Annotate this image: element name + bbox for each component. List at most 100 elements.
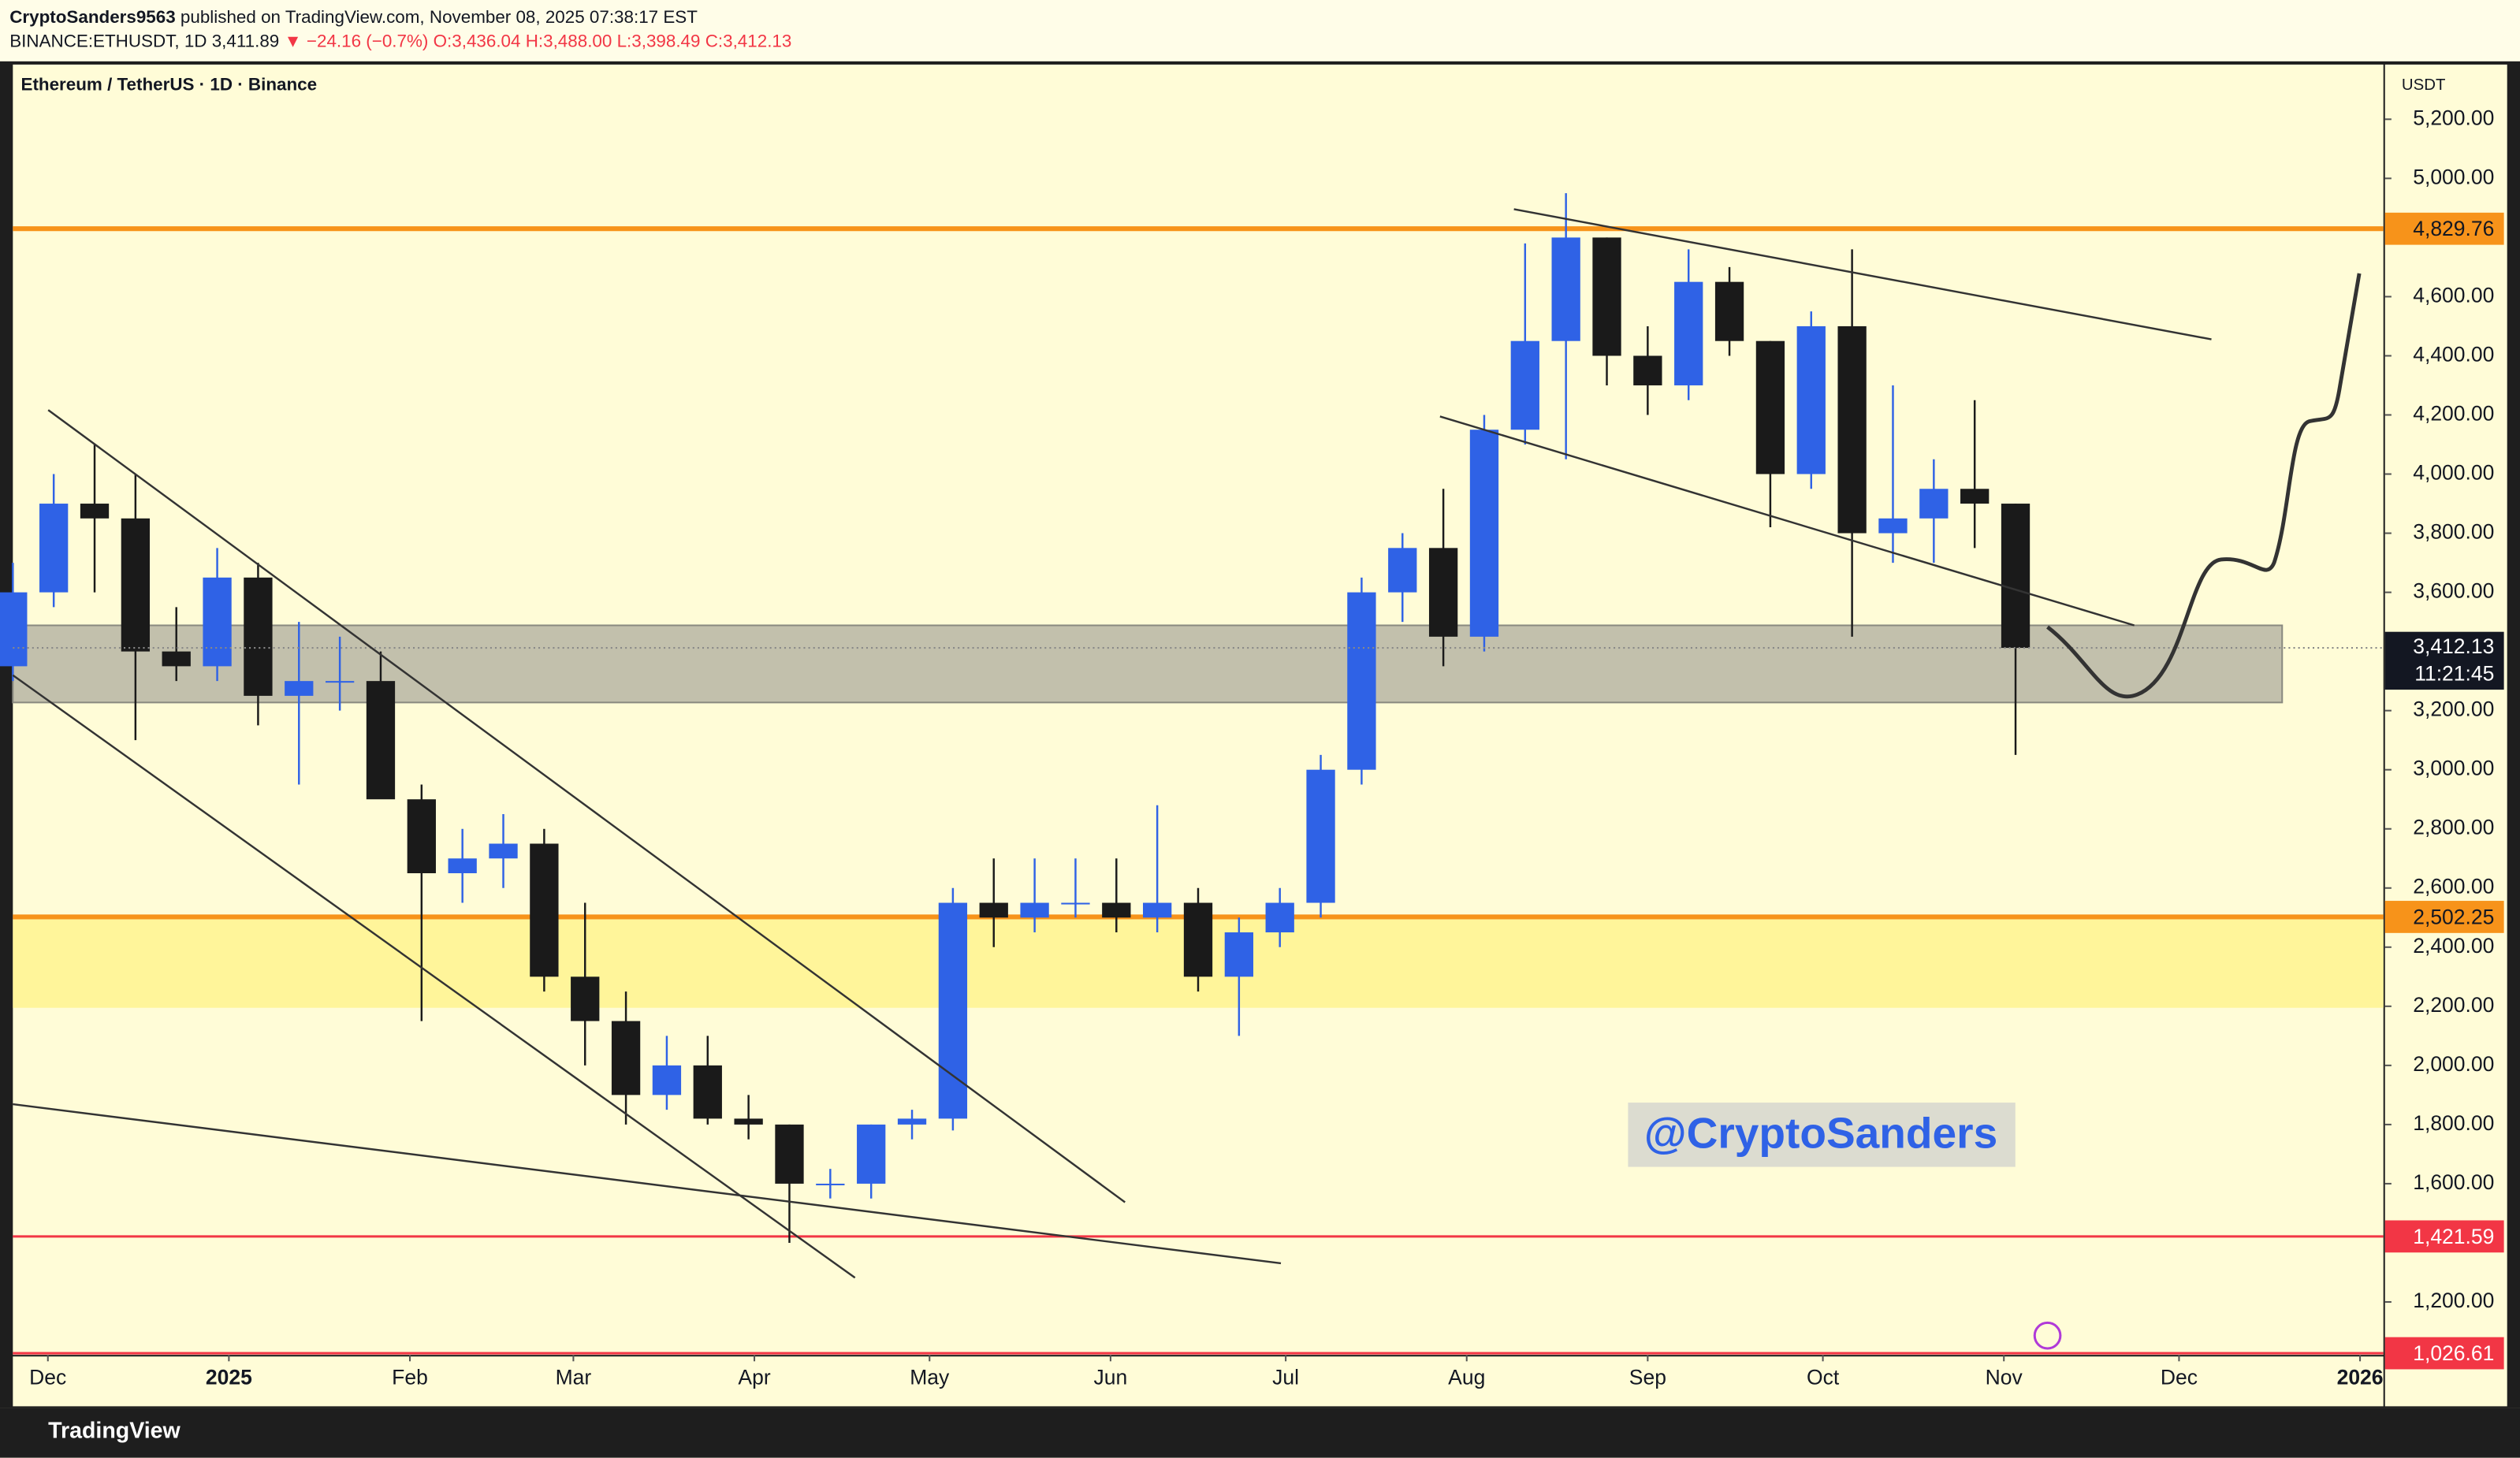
y-tick-label: 3,200.00 — [2413, 697, 2494, 721]
x-tick-label: Jul — [1272, 1366, 1299, 1389]
level-label: 4,829.76 — [2413, 217, 2494, 240]
trend-line — [12, 674, 856, 1279]
y-tick-label: 4,000.00 — [2413, 461, 2494, 485]
last-price-label: 3,412.13 — [2413, 634, 2494, 658]
level-label: 1,421.59 — [2413, 1225, 2494, 1248]
candle-body — [1428, 548, 1458, 637]
y-tick-label: 3,000.00 — [2413, 757, 2494, 780]
candle-body — [1919, 489, 1949, 519]
y-tick-label: 1,200.00 — [2413, 1289, 2494, 1312]
y-tick-label: 3,800.00 — [2413, 520, 2494, 544]
y-tick-label: 2,400.00 — [2413, 934, 2494, 958]
candle-body — [1592, 237, 1621, 356]
x-tick-label: Dec — [29, 1366, 66, 1389]
candle-body — [775, 1124, 804, 1184]
candle-body — [285, 681, 314, 696]
candle-body — [1551, 237, 1580, 341]
candle-body — [1102, 902, 1131, 918]
x-tick-label: Dec — [2161, 1366, 2198, 1389]
candle-body — [1837, 325, 1867, 534]
candle-body — [407, 799, 436, 874]
candle-body — [1755, 340, 1785, 474]
candle-body — [652, 1065, 682, 1095]
level-label: 2,502.25 — [2413, 905, 2494, 928]
price-axis — [2384, 64, 2507, 1407]
candle-body — [693, 1065, 722, 1119]
candle-body — [1020, 902, 1049, 918]
axis-unit: USDT — [2402, 76, 2445, 94]
candle-body — [366, 681, 396, 800]
y-tick-label: 3,600.00 — [2413, 579, 2494, 603]
candle-body — [897, 1118, 927, 1125]
candle-body — [203, 577, 232, 667]
candle-body — [1224, 932, 1254, 977]
candle-body — [448, 858, 477, 874]
event-icon[interactable] — [2033, 1321, 2062, 1350]
trend-line — [1439, 415, 2135, 627]
chart-title: Ethereum / TetherUS · 1D · Binance — [21, 74, 318, 94]
footer-bar — [0, 1408, 2520, 1458]
candle-body — [1061, 902, 1090, 905]
level-label-box — [2384, 1220, 2504, 1253]
published: published on TradingView.com, November 0… — [181, 7, 698, 27]
candle-body — [734, 1118, 763, 1125]
watermark: @CryptoSanders — [1644, 1108, 1997, 1157]
x-tick-label: Nov — [1986, 1366, 2023, 1389]
candle-body — [1388, 548, 1417, 593]
brand: TradingView — [48, 1419, 181, 1444]
candle-body — [80, 504, 110, 519]
candle-body — [1878, 518, 1908, 534]
ohlc-close: C:3,412.13 — [705, 31, 792, 50]
x-tick-label: Apr — [738, 1366, 770, 1389]
drawings — [12, 208, 2362, 1279]
countdown: 11:21:45 — [2414, 662, 2494, 686]
level-label-box — [2384, 1337, 2504, 1370]
trend-line — [47, 409, 1126, 1203]
y-tick-label: 2,000.00 — [2413, 1052, 2494, 1076]
candle-body — [979, 902, 1008, 918]
last-price-box — [2384, 631, 2504, 690]
candle-body — [816, 1183, 845, 1185]
trend-line — [1513, 208, 2212, 340]
resistance-zone — [12, 624, 2284, 704]
x-tick-label: Sep — [1629, 1366, 1666, 1389]
candle-body — [938, 902, 968, 1119]
candle-body — [1674, 281, 1703, 385]
x-tick-label: Feb — [392, 1366, 428, 1389]
y-tick-label: 1,800.00 — [2413, 1111, 2494, 1135]
candle-body — [1347, 592, 1376, 770]
marks — [0, 118, 2392, 1362]
x-tick-label: 2026 — [2337, 1366, 2384, 1389]
candle-body — [1183, 902, 1213, 977]
candle-body — [121, 518, 151, 652]
forecast-path — [2046, 273, 2362, 699]
candle-body — [530, 843, 559, 977]
candle-body — [0, 592, 28, 667]
level-label-box — [2384, 901, 2504, 933]
candle-body — [1306, 769, 1335, 903]
time-axis — [13, 1356, 2384, 1407]
ohlc-low: L:3,398.49 — [617, 31, 701, 50]
candle-body — [1265, 902, 1294, 933]
candle-body — [1714, 281, 1744, 341]
ohlc-high: H:3,488.00 — [526, 31, 612, 50]
y-tick-label: 5,000.00 — [2413, 165, 2494, 188]
last: 3,411.89 — [212, 31, 280, 50]
header-line-1: CryptoSanders9563 published on TradingVi… — [9, 7, 698, 27]
x-tick-label: Aug — [1448, 1366, 1485, 1389]
candle-body — [325, 681, 355, 683]
y-tick-label: 1,600.00 — [2413, 1170, 2494, 1194]
level-label-box — [2384, 212, 2504, 245]
y-tick-label: 2,800.00 — [2413, 816, 2494, 839]
trend-line — [13, 1103, 1282, 1265]
candle-body — [1796, 325, 1826, 474]
watermark-box — [1628, 1103, 2016, 1167]
y-tick-label: 2,200.00 — [2413, 993, 2494, 1017]
candle-body — [2001, 504, 2031, 649]
x-tick-label: 2025 — [206, 1366, 252, 1389]
y-tick-label: 5,200.00 — [2413, 106, 2494, 129]
candle-body — [489, 843, 518, 859]
symbol: BINANCE:ETHUSDT, 1D — [9, 31, 207, 50]
